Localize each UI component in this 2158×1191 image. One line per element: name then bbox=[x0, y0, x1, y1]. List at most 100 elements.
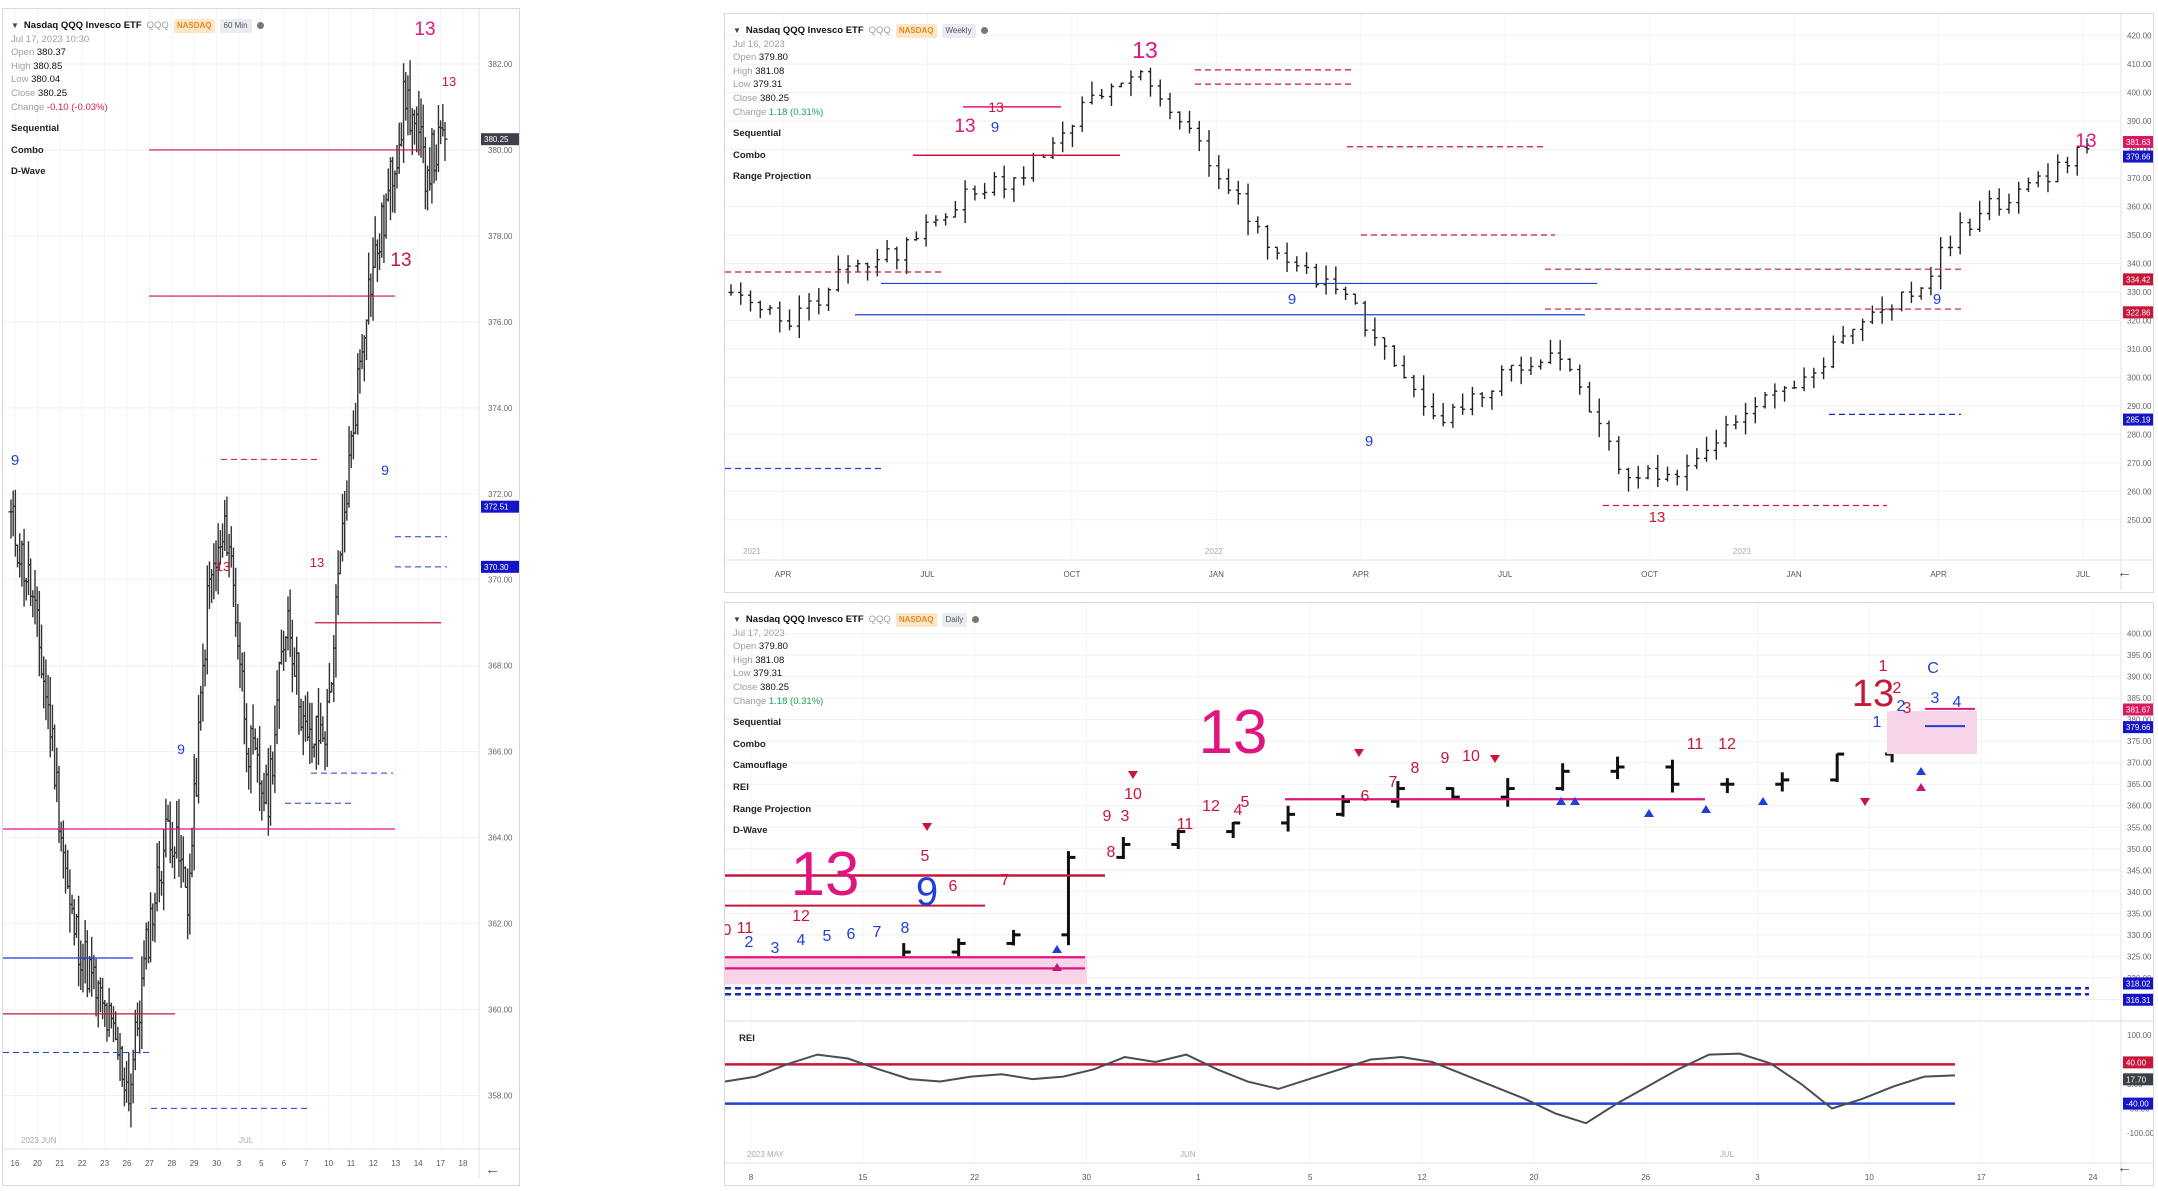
indicator-combo[interactable]: Combo bbox=[11, 144, 44, 156]
intraday-chart-panel[interactable]: 382.00 380.00 378.00 376.00 374.00 372.00 370.… bbox=[2, 8, 520, 1186]
collapse-caret-icon[interactable]: ▼ bbox=[733, 26, 741, 35]
indicator-sequential[interactable]: Sequential bbox=[733, 128, 782, 140]
price-tag bbox=[2123, 721, 2153, 734]
intraday-chart-canvas[interactable]: 382.00 380.00 378.00 376.00 374.00 372.00 370.… bbox=[3, 9, 520, 1186]
back-arrow-icon[interactable]: ← bbox=[2117, 1159, 2132, 1176]
close-value: 380.25 bbox=[37, 87, 67, 99]
intraday-legend: ▼ Nasdaq QQQ Invesco ETF QQQ NASDAQ 60 M… bbox=[11, 19, 264, 179]
price-tick-label: 335.00 bbox=[2127, 909, 2152, 918]
change-value: 1.18 (0.31%) bbox=[768, 106, 824, 118]
setup-count-label: 4 bbox=[797, 932, 806, 949]
collapse-caret-icon[interactable]: ▼ bbox=[733, 615, 741, 624]
sequential-count-label: 11 bbox=[737, 920, 754, 937]
price-tick-label: 260.00 bbox=[2127, 487, 2152, 496]
collapse-caret-icon[interactable]: ▼ bbox=[11, 21, 19, 30]
sequential-count-label: 1 bbox=[1879, 658, 1888, 675]
open-value: 380.37 bbox=[36, 47, 66, 59]
setup-9-count: 9 bbox=[177, 741, 185, 757]
year-label: 2023 JUN bbox=[21, 1136, 57, 1145]
indicator-sequential[interactable]: Sequential bbox=[11, 123, 60, 135]
price-tick-label: 355.00 bbox=[2127, 823, 2152, 832]
sequential-13-count: 13 bbox=[216, 559, 230, 574]
year-label: 2022 bbox=[1205, 547, 1223, 556]
symbol-ticker: QQQ bbox=[868, 25, 891, 36]
close-label: Close bbox=[11, 87, 36, 99]
high-label: High bbox=[733, 654, 753, 666]
price-tick-label: 372.00 bbox=[488, 490, 513, 499]
price-tag-label: -40.00 bbox=[2126, 1100, 2149, 1109]
time-tick-label: OCT bbox=[1063, 570, 1080, 579]
price-tick-label: 390.00 bbox=[2127, 673, 2152, 682]
price-tag bbox=[2123, 1056, 2153, 1069]
market-status-dot-icon bbox=[256, 22, 264, 30]
indicator-combo[interactable]: Combo bbox=[733, 149, 766, 161]
indicator-range-projection[interactable]: Range Projection bbox=[733, 171, 812, 183]
time-tick-label: 15 bbox=[858, 1173, 867, 1182]
setup-count-label: 3 bbox=[1931, 690, 1940, 707]
price-tag bbox=[2123, 413, 2153, 426]
low-value: 380.04 bbox=[31, 74, 61, 86]
price-tag bbox=[481, 500, 519, 513]
indicator-combo[interactable]: Combo bbox=[733, 738, 766, 750]
setup-9-count: 9 bbox=[991, 119, 999, 136]
daily-chart-panel[interactable]: 400.00 395.00 390.00 385.00 380.00 375.00 370.… bbox=[724, 602, 2154, 1186]
price-tick-label: 325.00 bbox=[2127, 952, 2152, 961]
year-label: JUL bbox=[239, 1136, 254, 1145]
sequential-13-count: 13 bbox=[2075, 131, 2096, 152]
time-tick-label: OCT bbox=[1641, 570, 1658, 579]
sequential-count-label: 7 bbox=[1389, 774, 1398, 791]
time-tick-label: APR bbox=[1353, 570, 1370, 579]
up-arrow-icon bbox=[1556, 797, 1566, 805]
up-arrow-icon bbox=[1758, 797, 1768, 805]
time-tick-label: JUL bbox=[1498, 570, 1513, 579]
setup-count-label: 2 bbox=[745, 934, 754, 951]
symbol-ticker: QQQ bbox=[868, 614, 891, 625]
price-tick-label: 400.00 bbox=[2127, 89, 2152, 98]
setup-count-label: 5 bbox=[823, 928, 832, 945]
sequential-count-label: 5 bbox=[1241, 794, 1250, 811]
up-arrow-icon bbox=[1052, 945, 1062, 953]
setup-count-label: 8 bbox=[901, 920, 910, 937]
low-label: Low bbox=[733, 79, 751, 91]
price-tag-label: 372.51 bbox=[484, 503, 509, 512]
price-tick-label: 345.00 bbox=[2127, 866, 2152, 875]
indicator-sequential[interactable]: Sequential bbox=[733, 717, 782, 729]
symbol-name: Nasdaq QQQ Invesco ETF bbox=[745, 25, 864, 36]
indicator-range-projection[interactable]: Range Projection bbox=[733, 803, 812, 815]
time-tick-label: 17 bbox=[436, 1159, 445, 1168]
up-arrow-icon bbox=[1916, 783, 1926, 791]
open-value: 379.80 bbox=[758, 641, 788, 653]
up-arrow-icon bbox=[1701, 805, 1711, 813]
weekly-chart-panel[interactable]: 420.00 410.00 400.00 390.00 380.00 370.00 360.… bbox=[724, 13, 2154, 593]
indicator-dwave[interactable]: D-Wave bbox=[733, 825, 768, 837]
time-tick-label: 27 bbox=[145, 1159, 154, 1168]
indicator-camouflage[interactable]: Camouflage bbox=[733, 760, 788, 772]
back-arrow-icon[interactable]: ← bbox=[2117, 564, 2132, 581]
time-tick-label: 7 bbox=[304, 1159, 309, 1168]
setup-count-label: 2 bbox=[1897, 698, 1906, 715]
timeframe-badge[interactable]: 60 Min bbox=[219, 19, 252, 33]
price-tick-label: 370.00 bbox=[2127, 174, 2152, 183]
timeframe-badge[interactable]: Daily bbox=[941, 613, 968, 627]
indicator-dwave[interactable]: D-Wave bbox=[11, 166, 46, 178]
price-tick-label: 330.00 bbox=[2127, 931, 2152, 940]
time-tick-label: 3 bbox=[237, 1159, 242, 1168]
sequential-count-label: 4 bbox=[1234, 802, 1243, 819]
time-tick-label: 1 bbox=[1196, 1173, 1201, 1182]
time-tick-label: 24 bbox=[2089, 1173, 2098, 1182]
price-tag-label: 40.00 bbox=[2126, 1058, 2147, 1067]
back-arrow-icon[interactable]: ← bbox=[485, 1161, 500, 1178]
sequential-count-label: 0 bbox=[725, 922, 732, 939]
change-label: Change bbox=[11, 101, 45, 113]
down-arrow-icon bbox=[1354, 749, 1364, 757]
indicator-rei[interactable]: REI bbox=[733, 781, 749, 793]
price-tick-label: 395.00 bbox=[2127, 651, 2152, 660]
year-label: JUN bbox=[1180, 1150, 1196, 1159]
setup-count-label: 6 bbox=[847, 926, 856, 943]
change-value: -0.10 (-0.03%) bbox=[46, 101, 108, 113]
timeframe-badge[interactable]: Weekly bbox=[941, 24, 976, 38]
daily-chart-canvas[interactable]: 400.00 395.00 390.00 385.00 380.00 375.00 370.… bbox=[725, 603, 2154, 1186]
sequential-13-count: 13 bbox=[988, 99, 1004, 115]
price-tag bbox=[2123, 135, 2153, 148]
price-tag-label: 381.63 bbox=[2126, 138, 2151, 147]
